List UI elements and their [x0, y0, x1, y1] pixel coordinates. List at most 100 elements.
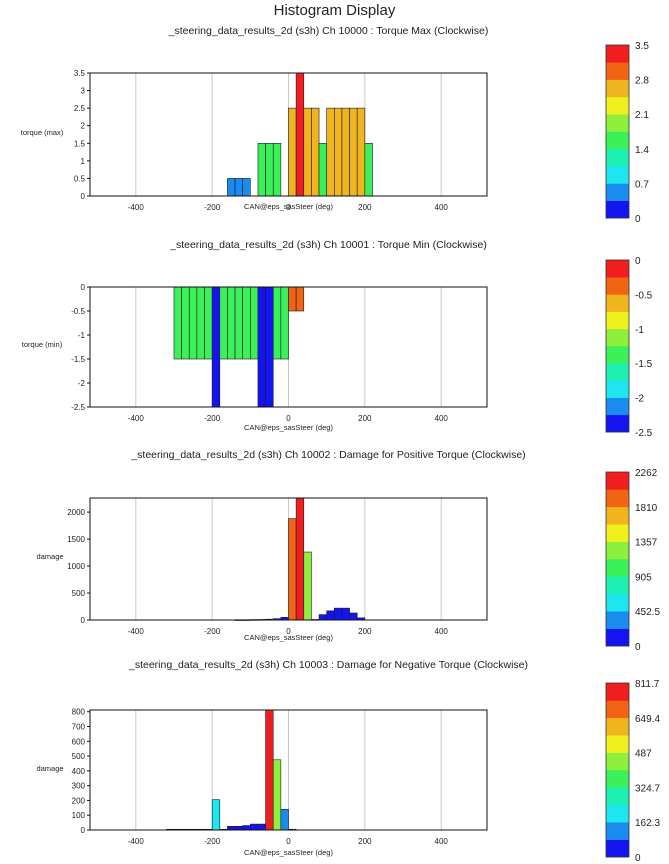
histogram-bar — [295, 286, 305, 312]
colorbar-band — [606, 328, 629, 347]
histogram-bar — [196, 286, 205, 360]
x-axis-label: CAN@eps_sasSteer (deg) — [244, 202, 333, 211]
x-axis-label: CAN@eps_sasSteer (deg) — [244, 848, 333, 857]
y-axis-label: damage — [36, 764, 63, 773]
colorbar-band — [606, 839, 629, 858]
colorbar-band — [606, 45, 629, 63]
plot-frame — [89, 72, 488, 197]
colorbar-band — [606, 148, 629, 167]
colorbar-label: -1 — [635, 325, 644, 336]
histogram-bar — [250, 823, 259, 831]
colorbar-band — [606, 200, 629, 219]
histogram-bar — [280, 809, 289, 831]
colorbar-frame — [605, 259, 630, 433]
x-tick-label: 200 — [358, 627, 372, 636]
histogram-bar — [288, 286, 297, 312]
colorbar-band — [606, 260, 629, 278]
histogram-bar — [318, 614, 327, 621]
plot-frame — [89, 709, 488, 831]
y-tick-label: 100 — [72, 811, 86, 820]
colorbar-band — [606, 363, 629, 381]
histogram-bar — [303, 107, 312, 197]
chart-0: _steering_data_results_2d (s3h) Ch 10000… — [21, 25, 650, 225]
y-tick-label: -0.5 — [71, 307, 85, 316]
colorbar-band — [606, 131, 629, 150]
x-axis-label: CAN@eps_sasSteer (deg) — [244, 633, 333, 642]
x-tick-label: -400 — [128, 203, 145, 212]
colorbar-band — [606, 472, 629, 490]
colorbar-band — [606, 735, 629, 753]
colorbar-frame — [605, 682, 630, 858]
colorbar-band — [606, 414, 629, 433]
y-tick-label: 0 — [81, 283, 86, 292]
plot-frame — [89, 497, 488, 621]
colorbar-band — [606, 559, 629, 577]
x-tick-label: -400 — [128, 627, 145, 636]
colorbar-band — [606, 822, 629, 840]
histogram-bar — [211, 286, 221, 408]
y-tick-label: 500 — [72, 752, 86, 761]
y-axis-label: torque (max) — [21, 128, 64, 137]
histogram-bar — [341, 107, 350, 197]
histogram-bar — [288, 107, 297, 197]
y-tick-label: 0 — [81, 616, 86, 625]
colorbar-band — [606, 62, 629, 80]
histogram-bar — [257, 142, 266, 197]
histogram-bar — [349, 612, 358, 621]
histogram-bar — [280, 286, 289, 360]
x-tick-label: -400 — [128, 837, 145, 846]
histogram-bar — [257, 286, 266, 408]
colorbar-label: 2.1 — [635, 110, 649, 121]
colorbar-band — [606, 506, 629, 525]
histogram-bar — [234, 178, 243, 197]
y-tick-label: 3.5 — [74, 69, 86, 78]
histogram-bar — [326, 107, 335, 197]
colorbar-label: 452.5 — [635, 607, 660, 618]
colorbar-label: 324.7 — [635, 783, 660, 794]
histogram-bar — [326, 610, 335, 621]
colorbar-band — [606, 96, 629, 115]
chart-title: _steering_data_results_2d (s3h) Ch 10000… — [168, 25, 489, 37]
y-tick-label: -2.5 — [71, 403, 85, 412]
y-tick-label: 200 — [72, 796, 86, 805]
x-tick-label: 400 — [435, 627, 449, 636]
colorbar-band — [606, 804, 629, 823]
colorbar-band — [606, 79, 629, 98]
histogram-bar — [265, 709, 274, 831]
colorbar-label: 811.7 — [635, 679, 660, 690]
histogram-bar — [334, 107, 343, 197]
y-tick-label: 700 — [72, 723, 86, 732]
x-tick-label: 200 — [358, 203, 372, 212]
y-tick-label: 500 — [72, 589, 86, 598]
chart-title: _steering_data_results_2d (s3h) Ch 10001… — [169, 239, 487, 251]
y-axis-label: torque (min) — [22, 340, 63, 349]
histogram-bar — [295, 72, 305, 197]
colorbar-band — [606, 717, 629, 736]
histogram-bar — [295, 497, 305, 621]
histogram-bar — [318, 142, 327, 197]
x-tick-label: 0 — [286, 414, 291, 423]
x-tick-label: 0 — [286, 837, 291, 846]
colorbar-band — [606, 346, 629, 364]
y-tick-label: -2 — [78, 379, 86, 388]
histogram-bar — [272, 142, 282, 197]
chart-3: _steering_data_results_2d (s3h) Ch 10003… — [36, 659, 660, 864]
y-tick-label: -1.5 — [71, 355, 85, 364]
colorbar-band — [606, 397, 629, 416]
colorbar-band — [606, 787, 629, 806]
histogram-bar — [272, 759, 282, 831]
colorbar-band — [606, 166, 629, 184]
colorbar-label: 2.8 — [635, 76, 649, 87]
x-tick-label: 200 — [358, 837, 372, 846]
histogram-bar — [173, 286, 182, 360]
x-tick-label: 0 — [286, 627, 291, 636]
histogram-bar — [227, 826, 236, 831]
colorbar-label: -0.5 — [635, 290, 653, 301]
colorbar-band — [606, 380, 629, 398]
y-tick-label: 2 — [81, 122, 86, 131]
histogram-bar — [242, 178, 251, 197]
y-tick-label: 1 — [81, 157, 86, 166]
histogram-bar — [272, 286, 282, 360]
colorbar-band — [606, 524, 629, 542]
y-tick-label: 0 — [81, 192, 86, 201]
